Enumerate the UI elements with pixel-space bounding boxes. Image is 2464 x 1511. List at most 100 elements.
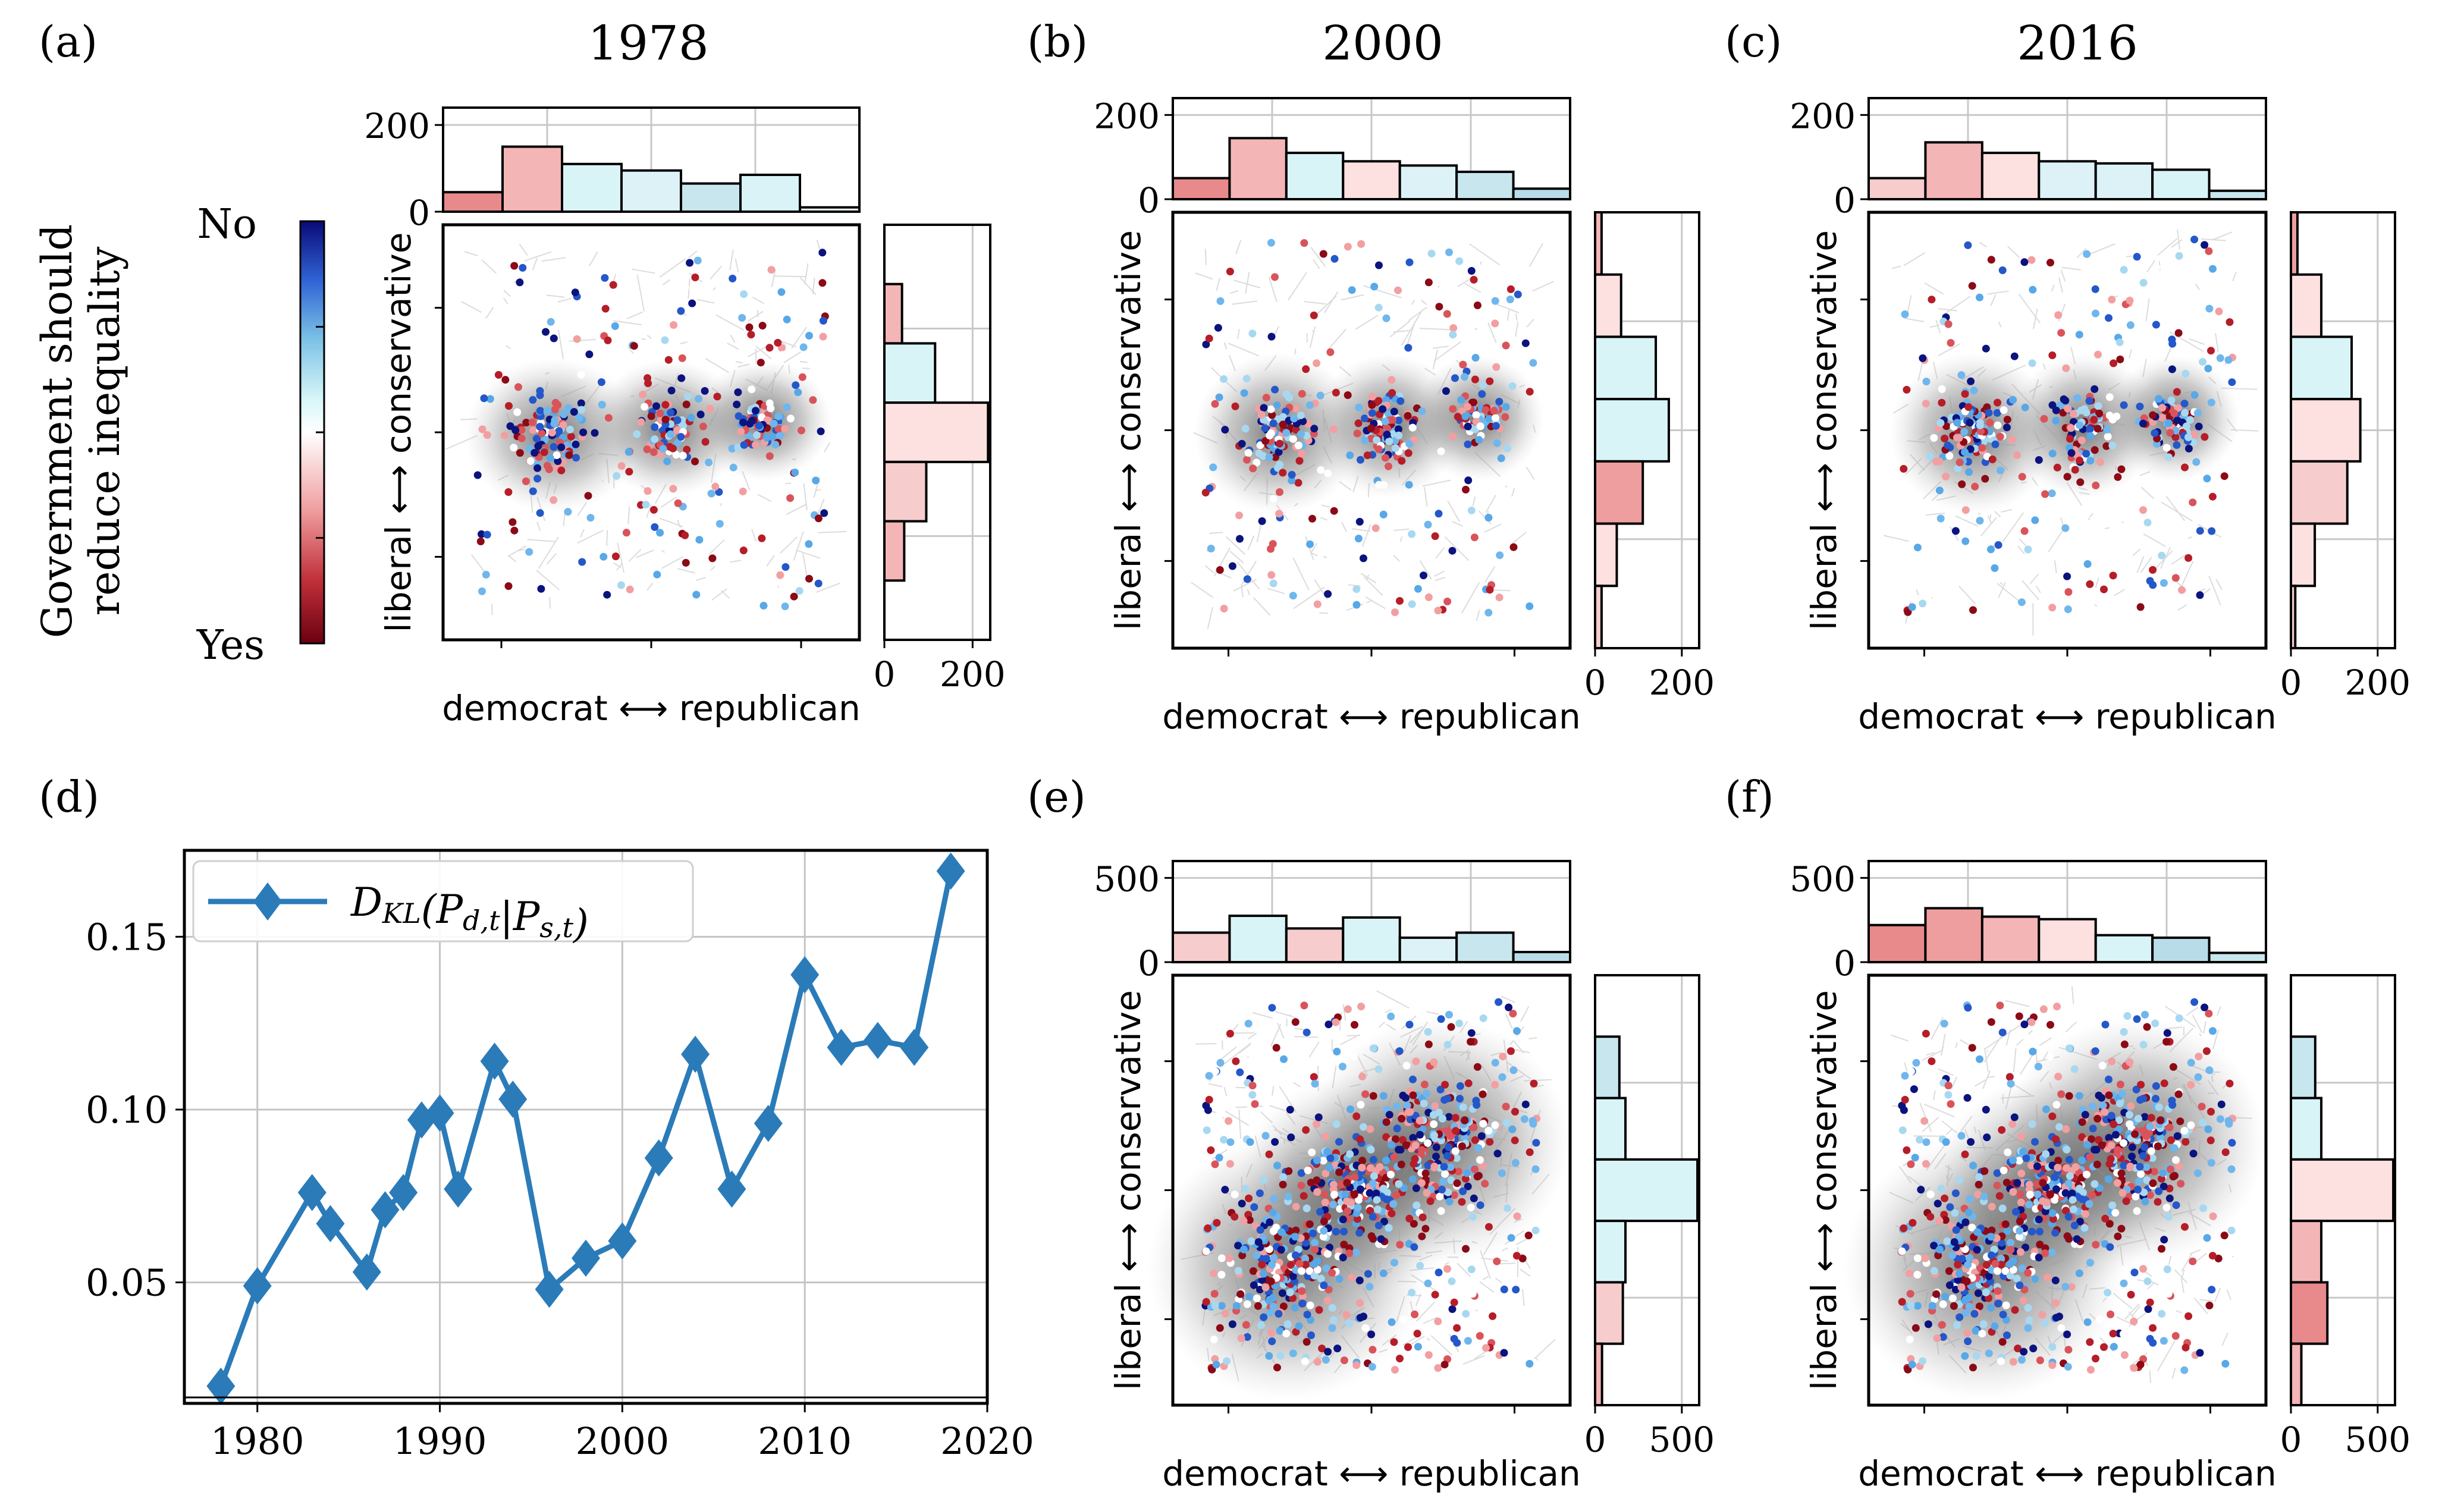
- network-node: [2110, 359, 2118, 367]
- network-node: [668, 444, 677, 453]
- network-node: [661, 416, 670, 424]
- top-hist-tick-label: 0: [408, 193, 430, 233]
- network-node: [597, 378, 605, 387]
- network-node: [2175, 1014, 2183, 1022]
- network-node: [1967, 377, 1975, 385]
- network-node: [2065, 1044, 2073, 1053]
- top-histogram-a: 0 200: [364, 106, 861, 233]
- network-node: [1448, 1277, 1456, 1286]
- network-node: [1424, 1161, 1432, 1170]
- network-node: [2174, 404, 2182, 412]
- network-node: [1350, 1190, 1358, 1199]
- network-node: [2054, 1157, 2063, 1165]
- network-node: [2144, 1305, 2152, 1313]
- network-node: [2132, 1085, 2140, 1094]
- network-node: [1265, 1352, 1273, 1360]
- network-node: [1279, 420, 1287, 429]
- network-node: [670, 321, 678, 329]
- network-node: [1317, 1274, 1325, 1283]
- network-node: [738, 314, 746, 322]
- network-node: [1406, 1108, 1414, 1116]
- network-node: [483, 431, 491, 439]
- network-node: [1366, 1125, 1374, 1133]
- network-node: [1388, 1318, 1396, 1326]
- network-node: [779, 351, 787, 359]
- top-hist-bar: [2208, 951, 2268, 963]
- network-node: [2176, 1117, 2184, 1126]
- network-node: [1996, 432, 2004, 441]
- network-node: [1410, 1160, 1418, 1168]
- network-node: [1258, 517, 1266, 525]
- network-node: [1993, 1182, 2001, 1190]
- network-node: [748, 385, 756, 394]
- network-node: [1231, 1212, 1239, 1221]
- network-node: [1295, 1322, 1303, 1330]
- network-node: [2092, 481, 2100, 489]
- network-node: [1297, 430, 1305, 438]
- network-node: [701, 387, 709, 395]
- network-node: [1922, 1160, 1930, 1168]
- network-node: [1964, 1261, 1972, 1269]
- network-node: [1268, 1337, 1276, 1346]
- network-node: [2046, 259, 2054, 267]
- network-node: [1904, 1365, 1912, 1374]
- network-node: [1926, 453, 1934, 461]
- network-node: [2187, 1121, 2195, 1129]
- network-node: [1244, 1019, 1253, 1028]
- network-node: [820, 509, 828, 517]
- network-node: [1967, 1138, 1975, 1146]
- network-node: [2078, 1118, 2086, 1126]
- network-node: [2155, 395, 2163, 403]
- network-node: [1503, 1119, 1511, 1127]
- network-node: [696, 410, 705, 419]
- network-node: [1420, 1100, 1428, 1108]
- network-node: [1458, 1142, 1466, 1151]
- network-node: [513, 408, 522, 416]
- network-node: [1470, 398, 1478, 407]
- data-point: [425, 1094, 454, 1132]
- network-node: [2083, 1141, 2091, 1149]
- network-node: [2015, 1012, 2023, 1020]
- network-node: [1521, 1100, 1530, 1108]
- network-node: [1968, 282, 1976, 290]
- network-node: [1940, 1019, 1948, 1028]
- network-node: [1381, 417, 1389, 426]
- network-node: [2060, 395, 2068, 403]
- network-node: [575, 414, 583, 422]
- top-hist-tick-label: 500: [1094, 859, 1160, 899]
- network-node: [2015, 1157, 2023, 1165]
- network-node: [1449, 405, 1457, 413]
- network-node: [1988, 1328, 1996, 1336]
- colorbar-top-label: No: [197, 201, 257, 248]
- network-node: [1996, 1001, 2004, 1010]
- network-node: [2017, 1356, 2026, 1364]
- network-node: [1436, 1085, 1445, 1094]
- top-hist-tick-label: 200: [364, 106, 430, 146]
- network-node: [2115, 1100, 2124, 1108]
- network-node: [1987, 1303, 1995, 1312]
- network-node: [1246, 1138, 1254, 1146]
- network-node: [1289, 435, 1297, 443]
- network-node: [1976, 517, 1984, 525]
- network-node: [478, 587, 486, 595]
- network-node: [711, 482, 720, 491]
- network-node: [1485, 1223, 1493, 1231]
- network-node: [1275, 1309, 1283, 1318]
- network-node: [1221, 1186, 1229, 1194]
- network-node: [2087, 1366, 2095, 1374]
- network-node: [2168, 335, 2176, 344]
- network-node: [2128, 1143, 2136, 1151]
- network-node: [1935, 1245, 1944, 1254]
- network-node: [554, 457, 562, 465]
- network-node: [1531, 1226, 1540, 1234]
- network-node: [2220, 1232, 2228, 1240]
- network-node: [1986, 419, 1994, 427]
- network-node: [1212, 1361, 1220, 1369]
- network-node: [1308, 1148, 1316, 1157]
- network-node: [2036, 1240, 2044, 1249]
- network-node: [1939, 1333, 1947, 1341]
- network-node: [2140, 1188, 2148, 1196]
- network-node: [799, 343, 808, 351]
- network-node: [1408, 423, 1417, 432]
